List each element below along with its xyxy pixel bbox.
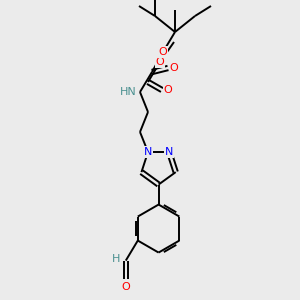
Text: O: O: [122, 282, 130, 292]
Text: N: N: [144, 147, 152, 157]
Text: HN: HN: [120, 87, 137, 97]
Text: O: O: [164, 85, 172, 95]
Text: O: O: [156, 57, 164, 67]
Text: O: O: [159, 47, 167, 57]
Text: H: H: [111, 254, 120, 264]
Text: N: N: [165, 147, 173, 157]
Text: O: O: [169, 63, 178, 73]
